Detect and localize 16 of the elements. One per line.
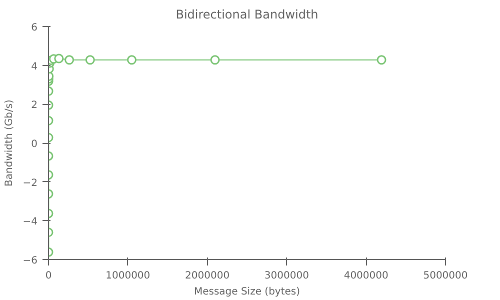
chart-title: Bidirectional Bandwidth <box>176 8 318 22</box>
x-axis-title: Message Size (bytes) <box>194 286 300 298</box>
y-tick-label: 4 <box>31 61 38 72</box>
y-tick-label: −6 <box>22 256 38 266</box>
y-axis-title: Bandwidth (Gb/s) <box>4 99 15 186</box>
y-tick-label: 2 <box>31 100 38 112</box>
x-tick-label: 1000000 <box>106 270 150 282</box>
x-tick-label: 3000000 <box>264 270 309 282</box>
x-tick-label: 4000000 <box>344 270 388 282</box>
y-tick-label: 6 <box>31 22 38 34</box>
y-tick-label: −4 <box>22 216 38 228</box>
x-tick-label: 2000000 <box>185 270 230 282</box>
y-tick-label: 0 <box>31 139 38 150</box>
x-tick-label: 0 <box>45 270 52 282</box>
x-tick-label: 5000000 <box>423 270 468 282</box>
y-tick-label: −2 <box>22 178 38 189</box>
